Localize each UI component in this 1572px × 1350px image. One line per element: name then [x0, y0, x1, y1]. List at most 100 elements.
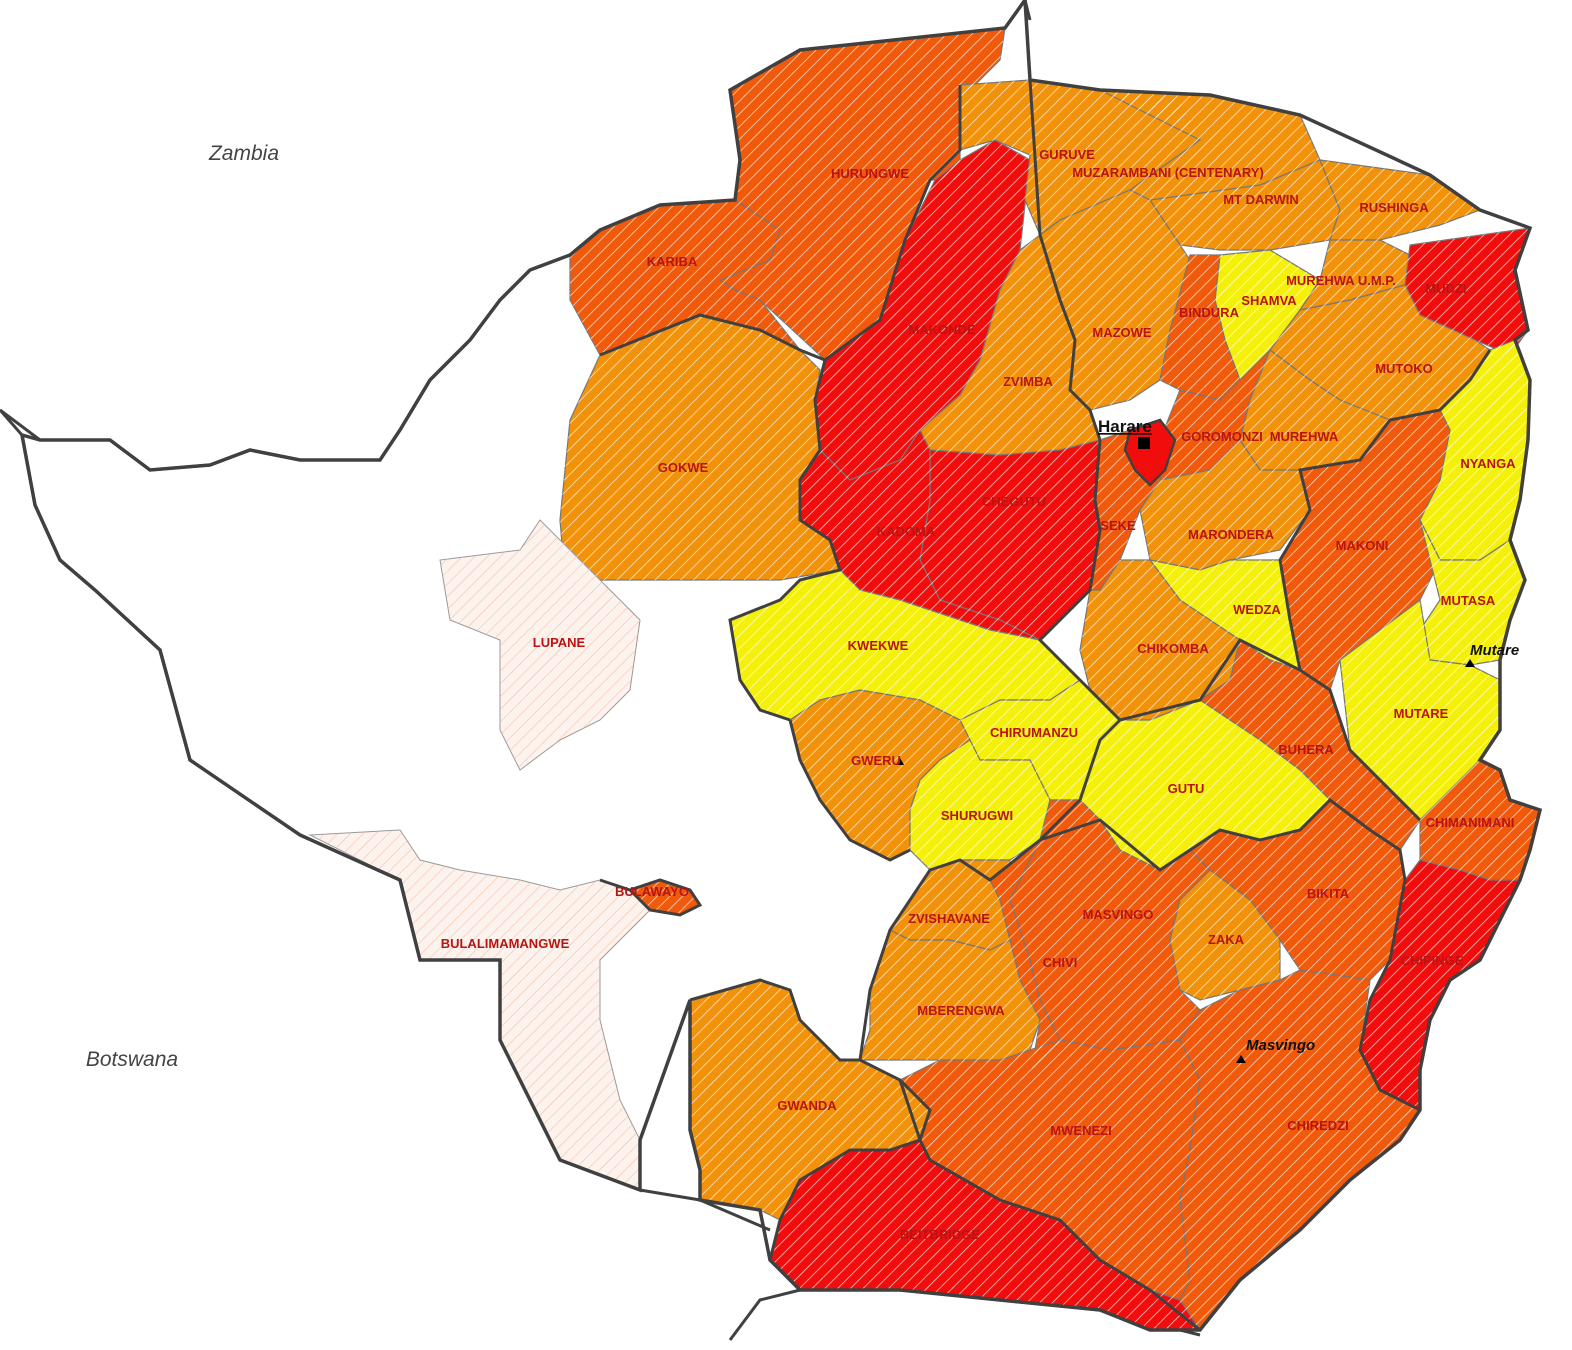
district-label: WEDZA	[1233, 602, 1281, 617]
district-label: ZVIMBA	[1003, 374, 1053, 389]
district-label: BEITBRIDGE	[900, 1227, 981, 1242]
hatch-fill	[1420, 340, 1530, 560]
hatch-fill	[1160, 255, 1240, 400]
city-triangle-icon	[1236, 1055, 1246, 1063]
hatch-fill	[1340, 600, 1500, 820]
hatch-fill	[920, 235, 1100, 455]
district-label: MUTOKO	[1375, 361, 1433, 376]
hatch-fill	[890, 860, 1010, 950]
harare-area: Harare	[1098, 417, 1177, 487]
hatch-fill	[310, 830, 650, 1190]
district-label: MWENEZI	[1050, 1123, 1111, 1138]
hatch-fill	[1300, 240, 1410, 310]
hatch-fill	[1280, 410, 1450, 690]
district-label: MAKONDE	[908, 322, 975, 337]
district-label: MAKONI	[1336, 538, 1389, 553]
district-label: BUHERA	[1278, 742, 1334, 757]
city-label-mutare: Mutare	[1470, 642, 1519, 659]
district-label: GOROMONZI	[1181, 429, 1263, 444]
hatch-fill	[570, 200, 800, 355]
district-label: MT DARWIN	[1223, 192, 1299, 207]
hatch-fill	[1320, 160, 1480, 240]
city-label-masvingo: Masvingo	[1246, 1037, 1315, 1054]
district-label: MBERENGWA	[917, 1003, 1005, 1018]
district-label: GUTU	[1168, 781, 1205, 796]
district-label: ZAKA	[1208, 932, 1245, 947]
district-label: MAZOWE	[1092, 325, 1152, 340]
district-label: LUPANE	[533, 635, 586, 650]
district-label: GOKWE	[658, 460, 709, 475]
district-label: MUREHWA U.M.P.	[1286, 273, 1396, 288]
hatch-fill	[1080, 700, 1330, 870]
hatch-fill	[1150, 560, 1300, 670]
district-label: BULAWAYO	[615, 884, 689, 899]
hatch-fill	[560, 315, 840, 580]
hatch-overlay	[310, 28, 1540, 1330]
hatch-fill	[1190, 800, 1405, 980]
hatch-fill	[1010, 800, 1210, 1050]
district-label: HURUNGWE	[831, 166, 909, 181]
hatch-fill	[1200, 640, 1420, 850]
capital-marker-icon	[1138, 437, 1150, 449]
hatch-fill	[1040, 190, 1190, 410]
district-label: MUREHWA	[1270, 429, 1339, 444]
hatch-fill	[1160, 350, 1270, 480]
district-label: SHURUGWI	[941, 808, 1013, 823]
hatch-fill	[960, 680, 1120, 800]
district-label: MARONDERA	[1188, 527, 1275, 542]
city-triangle-icon	[1465, 659, 1475, 667]
district-label: CHIPINGE	[1401, 953, 1464, 968]
hatch-fill	[1420, 760, 1540, 880]
hatch-fill	[1405, 228, 1530, 355]
district-label: GWERU	[851, 753, 901, 768]
district-label: CHIREDZI	[1287, 1118, 1348, 1133]
district-label: KADOMA	[877, 524, 936, 539]
district-label: RUSHINGA	[1359, 200, 1429, 215]
hatch-fill	[690, 980, 930, 1220]
province-boundaries	[398, 79, 1492, 1332]
district-label: BIKITA	[1307, 886, 1350, 901]
district-label: MUDZI	[1425, 281, 1466, 296]
hatch-fill	[770, 1140, 1200, 1330]
capital-label: Harare	[1098, 417, 1152, 436]
district-label: GWANDA	[777, 1098, 837, 1113]
hatch-fill	[1080, 560, 1240, 720]
hatch-fill	[440, 520, 640, 770]
district-label: BULALIMAMANGWE	[441, 936, 570, 951]
district-label: CHIKOMBA	[1137, 641, 1209, 656]
hatch-fill	[800, 430, 1040, 640]
hatch-fill	[1420, 520, 1525, 665]
hatch-fill	[990, 840, 1060, 1080]
hatch-fill	[860, 930, 1040, 1060]
country-label-zambia: Zambia	[208, 142, 279, 165]
district-label: NYANGA	[1460, 456, 1516, 471]
town-triangle-icon	[896, 758, 904, 765]
hatch-fill	[1270, 285, 1490, 420]
hatch-fill	[960, 80, 1200, 235]
hatch-fill	[920, 440, 1100, 640]
district-label: MUTASA	[1441, 593, 1496, 608]
hatch-fill	[1240, 350, 1390, 470]
hatch-fill	[910, 740, 1050, 870]
district-label: KARIBA	[647, 254, 698, 269]
country-label-botswana: Botswana	[86, 1048, 178, 1071]
district-label: BINDURA	[1179, 305, 1240, 320]
hatch-fill	[1170, 870, 1280, 1000]
district-label: CHIVI	[1043, 955, 1078, 970]
hatch-fill	[1360, 860, 1520, 1110]
hatch-fill	[1100, 90, 1320, 200]
city-masvingo: Masvingo	[1236, 1037, 1315, 1063]
district-label: KWEKWE	[848, 638, 909, 653]
district-label: MUTARE	[1394, 706, 1449, 721]
district-label: CHIRUMANZU	[990, 725, 1078, 740]
district-label: SEKE	[1100, 518, 1136, 533]
hatch-fill	[900, 1040, 1200, 1300]
district-label: MUZARAMBANI (CENTENARY)	[1072, 165, 1264, 180]
district-labels: HURUNGWE KARIBA MAKONDE GURUVE MUZARAMBA…	[441, 147, 1516, 1242]
district-label: GURUVE	[1039, 147, 1095, 162]
hatch-fill	[1150, 160, 1340, 250]
district-label: MASVINGO	[1083, 907, 1154, 922]
district-label: SHAMVA	[1241, 293, 1297, 308]
hatch-fill	[1140, 440, 1310, 570]
